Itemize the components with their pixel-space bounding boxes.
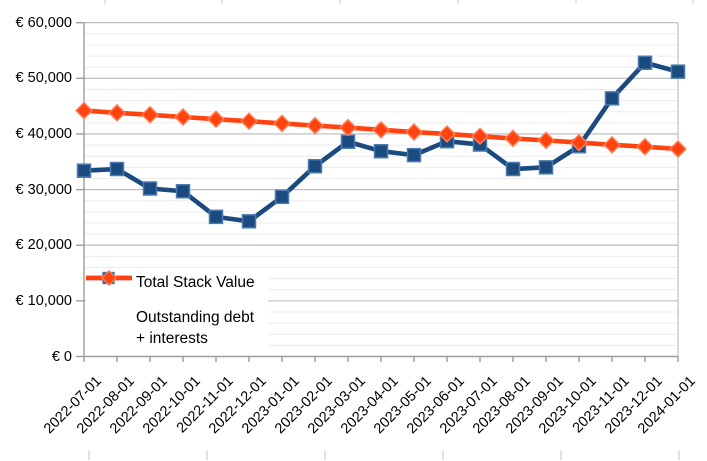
data-point-diamond-outstanding-debt-interests bbox=[174, 108, 192, 126]
legend-marker-diamond bbox=[100, 270, 118, 286]
data-point-diamond-outstanding-debt-interests bbox=[570, 133, 588, 152]
y-axis-label: € 20,000 bbox=[15, 237, 72, 254]
y-axis-label: € 10,000 bbox=[15, 292, 72, 309]
data-point-diamond-outstanding-debt-interests bbox=[372, 120, 390, 139]
legend-label-line-2: + interests bbox=[136, 330, 208, 347]
legend-label-total-stack-value: Total Stack Value bbox=[136, 274, 255, 291]
data-point-square-total-stack-value bbox=[538, 160, 554, 175]
data-point-square-total-stack-value bbox=[373, 143, 389, 159]
data-point-square-total-stack-value bbox=[406, 147, 422, 163]
y-axis-label: € 50,000 bbox=[15, 70, 72, 87]
data-point-diamond-outstanding-debt-interests bbox=[207, 110, 225, 129]
y-axis-label: € 0 bbox=[51, 348, 72, 365]
data-point-diamond-outstanding-debt-interests bbox=[537, 131, 555, 150]
legend-sample-outstanding-debt bbox=[86, 270, 132, 286]
data-point-diamond-outstanding-debt-interests bbox=[339, 118, 357, 137]
data-point-square-total-stack-value bbox=[142, 181, 158, 196]
data-point-square-total-stack-value bbox=[637, 55, 653, 71]
data-point-diamond-outstanding-debt-interests bbox=[141, 105, 159, 124]
data-point-square-total-stack-value bbox=[76, 163, 92, 178]
y-axis-label: € 40,000 bbox=[15, 125, 72, 142]
data-point-diamond-outstanding-debt-interests bbox=[636, 137, 654, 156]
data-point-square-total-stack-value bbox=[274, 189, 290, 205]
data-point-diamond-outstanding-debt-interests bbox=[108, 103, 126, 122]
data-point-diamond-outstanding-debt-interests bbox=[438, 124, 456, 143]
data-point-diamond-outstanding-debt-interests bbox=[240, 112, 258, 131]
data-point-diamond-outstanding-debt-interests bbox=[669, 140, 687, 158]
data-point-diamond-outstanding-debt-interests bbox=[306, 116, 324, 135]
data-point-diamond-outstanding-debt-interests bbox=[504, 129, 522, 148]
data-point-diamond-outstanding-debt-interests bbox=[471, 127, 489, 146]
legend-label-line-1: Outstanding debt bbox=[136, 309, 255, 326]
data-point-square-total-stack-value bbox=[604, 91, 620, 106]
data-point-square-total-stack-value bbox=[175, 184, 191, 199]
y-axis-label: € 60,000 bbox=[15, 14, 72, 31]
data-point-square-total-stack-value bbox=[109, 161, 125, 177]
data-point-square-total-stack-value bbox=[208, 209, 224, 225]
data-point-square-total-stack-value bbox=[241, 214, 257, 229]
data-point-square-total-stack-value bbox=[340, 134, 356, 150]
data-point-square-total-stack-value bbox=[505, 161, 521, 177]
y-axis-label: € 30,000 bbox=[15, 181, 72, 198]
legend-label-outstanding-debt: Outstanding debt + interests bbox=[136, 307, 254, 349]
data-point-square-total-stack-value bbox=[307, 158, 323, 174]
data-point-square-total-stack-value bbox=[670, 64, 686, 79]
data-point-diamond-outstanding-debt-interests bbox=[273, 114, 291, 133]
chart-legend: Total Stack Value Outstanding debt + int… bbox=[86, 270, 268, 348]
data-point-diamond-outstanding-debt-interests bbox=[405, 123, 423, 141]
data-point-diamond-outstanding-debt-interests bbox=[75, 101, 93, 120]
data-point-diamond-outstanding-debt-interests bbox=[603, 135, 621, 154]
